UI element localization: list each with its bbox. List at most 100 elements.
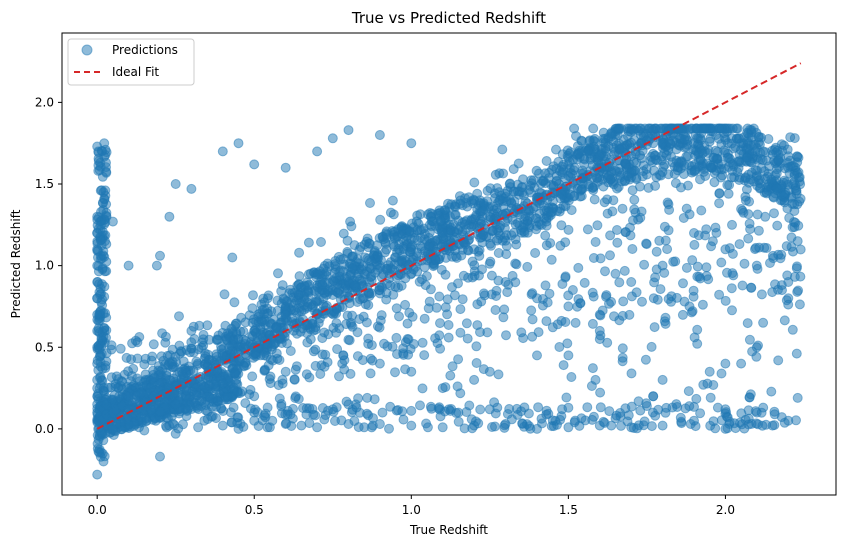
scatter-point [406, 138, 417, 149]
scatter-point [527, 314, 538, 325]
scatter-point [695, 408, 706, 419]
scatter-point [678, 278, 688, 289]
scatter-point [660, 235, 671, 246]
scatter-point [262, 293, 273, 304]
scatter-point [689, 159, 700, 170]
scatter-point [307, 404, 318, 414]
legend-box [67, 38, 195, 86]
scatter-point [563, 224, 574, 235]
scatter-point [629, 194, 640, 205]
scatter-point [92, 211, 103, 222]
scatter-point [533, 402, 544, 413]
scatter-point [563, 402, 574, 413]
scatter-point [98, 187, 109, 198]
scatter-point [491, 211, 502, 222]
scatter-point [792, 236, 803, 247]
scatter-point [769, 208, 779, 219]
scatter-point [759, 242, 770, 253]
chart-title: True vs Predicted Redshift [351, 9, 546, 27]
scatter-point [751, 418, 762, 429]
scatter-point [426, 211, 437, 222]
scatter-point [777, 285, 787, 296]
scatter-point [390, 367, 400, 378]
scatter-point [536, 413, 547, 424]
scatter-point [517, 418, 528, 429]
scatter-point [249, 407, 260, 418]
scatter-point [540, 230, 551, 241]
scatter-point [374, 358, 385, 369]
scatter-point [679, 134, 690, 145]
scatter-point [92, 260, 103, 271]
scatter-point [783, 293, 794, 304]
scatter-point [501, 330, 511, 341]
scatter-point [670, 256, 681, 267]
scatter-point [443, 332, 454, 343]
scatter-point [294, 271, 305, 282]
scatter-point [276, 401, 287, 412]
scatter-point [216, 403, 227, 414]
scatter-point [689, 415, 699, 426]
scatter-point [167, 344, 178, 355]
scatter-point [185, 347, 196, 358]
scatter-point [541, 240, 552, 251]
scatter-point [437, 383, 448, 394]
scatter-point [280, 162, 291, 173]
scatter-point [677, 125, 688, 136]
scatter-point [698, 379, 709, 390]
scatter-point [107, 216, 118, 227]
scatter-point [194, 320, 205, 331]
y-tick-label: 0.0 [35, 422, 54, 436]
legend-label-predictions: Predictions [112, 43, 178, 57]
scatter-point [132, 353, 143, 364]
scatter-point [500, 277, 511, 287]
scatter-point [594, 309, 605, 320]
scatter-point [170, 399, 181, 410]
scatter-point [701, 271, 712, 281]
scatter-point [475, 214, 486, 225]
scatter-point [206, 401, 217, 412]
scatter-point [198, 334, 209, 345]
scatter-point [657, 260, 668, 271]
scatter-point [471, 341, 482, 352]
scatter-point [92, 358, 103, 369]
scatter-point [706, 241, 717, 252]
scatter-point [330, 416, 340, 426]
scatter-point [627, 185, 638, 196]
scatter-point [476, 232, 487, 243]
scatter-point [155, 366, 165, 377]
scatter-point [388, 209, 399, 220]
scatter-point [690, 150, 701, 161]
scatter-point [381, 263, 392, 274]
scatter-point [286, 312, 297, 323]
scatter-point [637, 296, 647, 307]
scatter-point [381, 288, 392, 299]
scatter-point [227, 252, 238, 263]
scatter-point [331, 327, 342, 338]
scatter-point [435, 215, 446, 226]
scatter-point [719, 163, 729, 174]
scatter-point [484, 366, 495, 377]
scatter-point [263, 360, 274, 371]
scatter-point [92, 325, 103, 336]
scatter-point [419, 313, 430, 324]
scatter-point [186, 183, 197, 194]
scatter-point [311, 272, 322, 283]
scatter-point [532, 293, 542, 304]
scatter-point [704, 136, 715, 147]
scatter-point [746, 167, 757, 178]
scatter-point [601, 290, 612, 301]
scatter-point [462, 333, 473, 344]
scatter-point [126, 371, 137, 381]
scatter-point [453, 416, 464, 427]
scatter-point [567, 285, 578, 295]
legend-marker-predictions [81, 44, 93, 56]
scatter-point [587, 363, 598, 374]
scatter-point [620, 159, 631, 170]
scatter-point [200, 351, 211, 362]
scatter-point [649, 322, 660, 333]
scatter-point [217, 420, 228, 431]
scatter-point [525, 187, 536, 198]
scatter-point [736, 204, 747, 214]
scatter-point [647, 407, 658, 418]
scatter-point [566, 372, 577, 382]
